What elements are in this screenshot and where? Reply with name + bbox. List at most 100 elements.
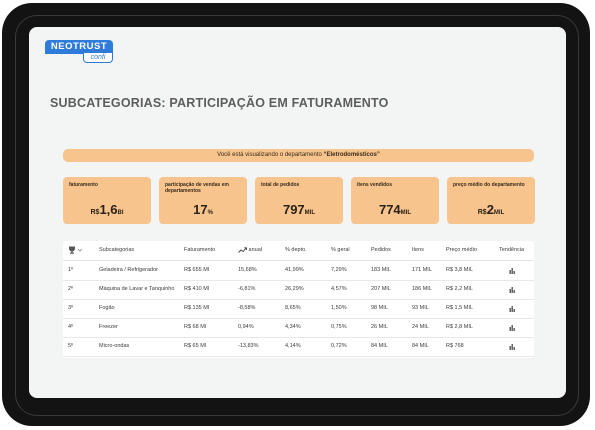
kpi-number: 1,6 <box>99 202 118 217</box>
geral-cell: 1,50% <box>331 305 347 311</box>
bar-chart-icon[interactable] <box>509 343 516 350</box>
kpi-suffix: MIL <box>493 210 505 216</box>
preco-medio-cell: R$ 2,8 MIL <box>446 324 473 330</box>
subcategoria-cell: Geladeira / Refrigerador <box>99 267 159 273</box>
trophy-icon <box>69 246 83 254</box>
pedidos-cell: 207 MIL <box>371 286 391 292</box>
depto-cell: 41,99% <box>285 267 304 273</box>
bar-chart-icon[interactable] <box>509 305 516 312</box>
kpi-number: 774 <box>378 202 401 217</box>
kpi-number: 17 <box>193 202 208 217</box>
geral-cell: 7,29% <box>331 267 347 273</box>
logo-wordmark: NEOTRUST <box>45 40 113 54</box>
table-row[interactable]: 1º Geladeira / Refrigerador R$ 655 MI 15,68… <box>63 261 534 281</box>
faturamento-cell: R$ 135 MI <box>184 305 210 311</box>
table-row[interactable]: 4º Freezer R$ 68 MI 0,94% 4,34% 0,75% 26 MIL 24… <box>63 318 534 338</box>
table-header: Subcategorias Faturamento anual % depto.… <box>63 241 534 261</box>
trend-up-icon <box>238 246 247 253</box>
col-tendencia[interactable]: Tendência <box>499 247 525 253</box>
page-title: SUBCATEGORIAS: PARTICIPAÇÃO EM FATURAMEN… <box>50 96 389 110</box>
kpi-suffix: MIL <box>400 210 412 216</box>
col-faturamento[interactable]: Faturamento <box>184 247 216 253</box>
kpi-number: 2 <box>486 202 494 217</box>
col-depto[interactable]: % depto. <box>285 247 307 253</box>
rank-cell: 3º <box>68 305 74 311</box>
subcategoria-cell: Fogão <box>99 305 115 311</box>
kpi-suffix: % <box>207 210 213 216</box>
itens-cell: 93 MIL <box>412 305 429 311</box>
rank-cell: 5º <box>68 343 74 349</box>
col-subcategorias[interactable]: Subcategorias <box>99 247 135 253</box>
bar-chart-icon[interactable] <box>509 324 516 331</box>
preco-medio-cell: R$ 768 <box>446 343 464 349</box>
table-row[interactable]: 5º Micro-ondas R$ 65 MI -13,83% 4,14% 0,72% 84… <box>63 337 534 357</box>
anual-cell: -13,83% <box>238 343 259 349</box>
col-preco-medio[interactable]: Preço médio <box>446 247 477 253</box>
bar-chart-icon[interactable] <box>509 267 516 274</box>
faturamento-cell: R$ 68 MI <box>184 324 207 330</box>
subcategoria-cell: Micro-ondas <box>99 343 130 349</box>
col-itens[interactable]: Itens <box>412 247 424 253</box>
kpi-card-participacao: participação de vendas em departamentos … <box>159 177 247 224</box>
bar-chart-icon[interactable] <box>509 286 516 293</box>
col-pedidos[interactable]: Pedidos <box>371 247 391 253</box>
preco-medio-cell: R$ 2,2 MIL <box>446 286 473 292</box>
kpi-prefix: R$ <box>90 209 100 216</box>
depto-cell: 4,14% <box>285 343 301 349</box>
preco-medio-cell: R$ 1,5 MIL <box>446 305 473 311</box>
kpi-label: preço médio do departamento <box>453 182 525 188</box>
kpi-value: R$1,6BI <box>63 201 151 219</box>
faturamento-cell: R$ 655 MI <box>184 267 210 273</box>
kpi-value: 774MIL <box>351 201 439 219</box>
subcategories-table: Subcategorias Faturamento anual % depto.… <box>63 241 534 358</box>
table-row[interactable]: 2º Máquina de Lavar e Tanquinho R$ 410 MI -… <box>63 280 534 300</box>
kpi-value: R$2MIL <box>447 201 535 219</box>
depto-cell: 26,29% <box>285 286 304 292</box>
preco-medio-cell: R$ 3,8 MIL <box>446 267 473 273</box>
faturamento-cell: R$ 410 MI <box>184 286 210 292</box>
kpi-card-faturamento: faturamento R$1,6BI <box>63 177 151 224</box>
kpi-label: itens vendidos <box>357 182 393 188</box>
kpi-prefix: R$ <box>477 209 487 216</box>
col-anual-label: anual <box>248 247 262 253</box>
pedidos-cell: 98 MIL <box>371 305 388 311</box>
pedidos-cell: 84 MIL <box>371 343 388 349</box>
itens-cell: 186 MIL <box>412 286 432 292</box>
anual-cell: 15,68% <box>238 267 257 273</box>
kpi-label: faturamento <box>69 182 98 188</box>
anual-cell: -8,58% <box>238 305 256 311</box>
pedidos-cell: 26 MIL <box>371 324 388 330</box>
kpi-card-itens: itens vendidos 774MIL <box>351 177 439 224</box>
kpi-suffix: BI <box>117 210 124 216</box>
depto-cell: 8,65% <box>285 305 301 311</box>
itens-cell: 84 MIL <box>412 343 429 349</box>
rank-sort-header[interactable] <box>68 241 84 260</box>
table-row[interactable]: 3º Fogão R$ 135 MI -8,58% 8,65% 1,50% 98 MIL 93… <box>63 299 534 319</box>
anual-cell: 0,94% <box>238 324 254 330</box>
banner-text: Você está visualizando o departamento <box>217 152 324 158</box>
logo-tagline: confi <box>83 53 113 63</box>
col-anual[interactable]: anual <box>238 241 262 260</box>
kpi-suffix: MIL <box>304 210 316 216</box>
kpi-card-preco-medio: preço médio do departamento R$2MIL <box>447 177 535 224</box>
geral-cell: 4,57% <box>331 286 347 292</box>
geral-cell: 0,75% <box>331 324 347 330</box>
kpi-label: participação de vendas em departamentos <box>165 182 229 194</box>
subcategoria-cell: Freezer <box>99 324 118 330</box>
neotrust-logo: NEOTRUST confi <box>45 40 113 63</box>
banner-department: “Eletrodomésticos” <box>323 152 380 158</box>
depto-cell: 4,34% <box>285 324 301 330</box>
col-geral[interactable]: % geral <box>331 247 350 253</box>
anual-cell: -6,81% <box>238 286 256 292</box>
kpi-number: 797 <box>282 202 305 217</box>
kpi-label: total de pedidos <box>261 182 300 188</box>
department-banner: Você está visualizando o departamento “E… <box>63 149 534 162</box>
pedidos-cell: 183 MIL <box>371 267 391 273</box>
kpi-value: 17% <box>159 201 247 219</box>
tablet-bezel <box>15 15 579 416</box>
itens-cell: 171 MIL <box>412 267 432 273</box>
rank-cell: 1º <box>68 267 74 273</box>
kpi-card-pedidos: total de pedidos 797MIL <box>255 177 343 224</box>
subcategoria-cell: Máquina de Lavar e Tanquinho <box>99 286 175 292</box>
faturamento-cell: R$ 65 MI <box>184 343 207 349</box>
